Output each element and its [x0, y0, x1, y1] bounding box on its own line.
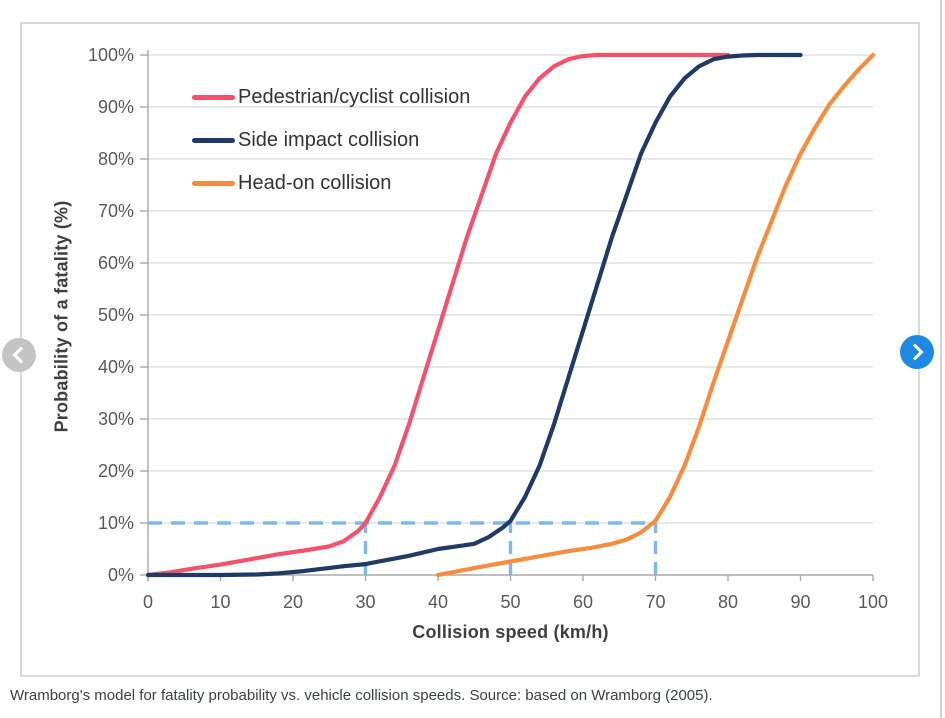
- page-right-divider: [940, 0, 942, 718]
- series-line-head-on-collision: [435, 52, 876, 578]
- series-line-pedestrian-cyclist-collision: [145, 52, 731, 578]
- side-impact-line-swatch: [192, 137, 235, 143]
- legend-item-pedestrian-cyclist: Pedestrian/cyclist collision: [192, 84, 470, 110]
- chevron-right-icon: [906, 343, 924, 361]
- chevron-left-icon: [12, 346, 30, 364]
- legend-item-side-impact: Side impact collision: [192, 127, 470, 153]
- x-axis-title: Collision speed (km/h): [412, 622, 609, 642]
- legend-item-head-on: Head-on collision: [192, 170, 470, 196]
- pedestrian-cyclist-line-swatch: [192, 94, 235, 100]
- series-line-side-impact-collision: [145, 52, 803, 578]
- legend-label: Pedestrian/cyclist collision: [238, 85, 471, 108]
- figure-caption: Wramborg's model for fatality probabilit…: [10, 687, 713, 704]
- carousel-next-button[interactable]: [900, 335, 934, 369]
- carousel-previous-button[interactable]: [2, 338, 36, 372]
- chart-legend: Pedestrian/cyclist collision Side impact…: [192, 84, 470, 213]
- legend-label: Head-on collision: [238, 171, 392, 194]
- y-axis-title: Probability of a fatality (%): [51, 200, 72, 433]
- legend-label: Side impact collision: [238, 128, 420, 151]
- head-on-line-swatch: [192, 180, 235, 186]
